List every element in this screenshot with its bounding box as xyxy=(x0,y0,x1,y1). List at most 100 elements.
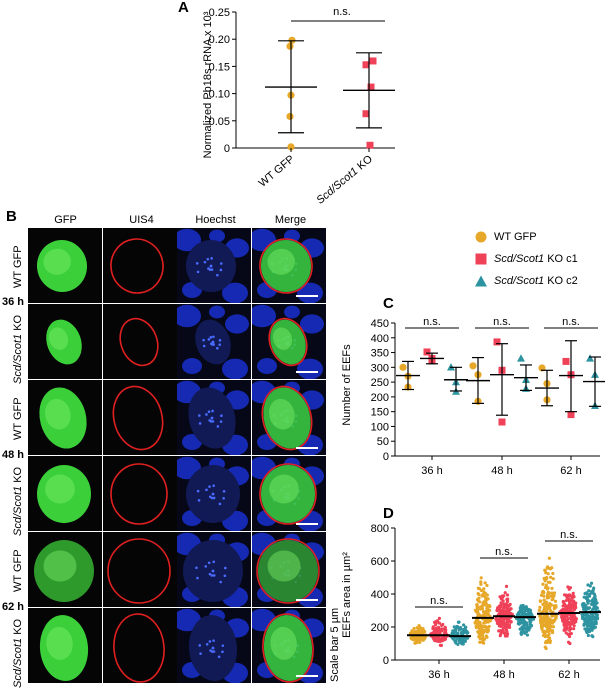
data-point xyxy=(539,593,544,597)
data-point xyxy=(554,614,558,618)
data-point xyxy=(519,609,524,613)
data-point xyxy=(593,625,597,629)
data-point xyxy=(462,629,467,633)
y-tick-label: 300 xyxy=(371,362,389,374)
dna-dot xyxy=(208,268,212,272)
data-point xyxy=(537,608,541,612)
uis4-membrane xyxy=(119,317,159,367)
dna-dot xyxy=(212,650,216,653)
row-label-4: Scd/Scot1 KO xyxy=(12,467,24,536)
data-point xyxy=(510,612,514,616)
significance-label: n.s. xyxy=(333,6,351,18)
data-point xyxy=(485,583,489,588)
row-label-1: WT GFP xyxy=(12,245,24,288)
data-point xyxy=(466,631,470,635)
data-point xyxy=(450,632,454,636)
data-point xyxy=(517,354,525,362)
data-point xyxy=(539,622,543,626)
data-point xyxy=(463,639,467,643)
beeswarm-group xyxy=(537,556,558,651)
data-point xyxy=(362,110,370,118)
y-tick-label: 0 xyxy=(383,655,389,667)
data-point xyxy=(458,640,462,644)
nucleus-blob xyxy=(300,314,324,334)
significance-label: n.s. xyxy=(560,529,578,541)
uis4-membrane xyxy=(262,613,314,683)
data-point xyxy=(482,621,486,625)
data-point xyxy=(523,610,527,614)
beeswarm-group xyxy=(558,585,579,646)
beeswarm-group xyxy=(515,603,536,637)
data-point xyxy=(561,600,566,604)
data-point xyxy=(521,627,525,631)
data-point xyxy=(551,571,555,576)
data-point xyxy=(443,626,447,630)
data-point xyxy=(460,640,465,645)
data-point xyxy=(504,602,508,606)
column-header-uis4: UIS4 xyxy=(129,214,154,226)
y-tick-label: 400 xyxy=(371,589,389,601)
data-point xyxy=(547,622,552,626)
data-point xyxy=(459,631,464,635)
error-bar xyxy=(396,360,420,391)
beeswarm-group xyxy=(449,620,470,647)
x-tick-label: WT GFP xyxy=(257,153,297,190)
dna-dot xyxy=(207,338,211,341)
data-point xyxy=(437,635,441,640)
micrograph-row5-col1 xyxy=(28,532,102,607)
data-point xyxy=(542,598,546,602)
error-bar xyxy=(420,352,444,365)
data-point xyxy=(538,605,542,610)
legend-label-c2-italic: Scd/Scot1 xyxy=(494,275,545,287)
data-point xyxy=(595,613,599,617)
dna-dot xyxy=(210,416,214,420)
data-point xyxy=(369,57,377,65)
micrograph-row1-col2 xyxy=(103,228,177,303)
error-bar xyxy=(466,356,490,404)
y-tick-label: 50 xyxy=(377,436,389,448)
micrograph-row6-col1 xyxy=(28,608,102,683)
data-point xyxy=(548,602,552,606)
data-point xyxy=(564,604,569,608)
x-tick-label: 62 h xyxy=(558,669,579,681)
micrograph-row1-col4 xyxy=(252,228,326,303)
nucleus-blob xyxy=(177,304,201,328)
data-point xyxy=(528,618,532,622)
legend-item-wt: WT GFP xyxy=(474,230,537,244)
uis4-membrane xyxy=(110,463,168,525)
micrograph-background xyxy=(103,456,177,531)
nucleus-blob xyxy=(222,358,248,379)
data-point xyxy=(586,601,590,605)
data-point xyxy=(439,629,444,633)
dna-dot xyxy=(222,496,225,500)
data-point xyxy=(586,624,590,628)
dna-dot xyxy=(206,257,210,261)
data-point xyxy=(543,623,547,627)
micrograph-row2-col3 xyxy=(177,304,251,379)
data-point xyxy=(549,618,553,622)
x-tick-label: 36 h xyxy=(428,669,449,681)
data-point xyxy=(550,586,554,590)
dna-dot xyxy=(217,655,221,659)
micrograph-row5-col2 xyxy=(103,532,177,607)
y-tick-label: 800 xyxy=(371,523,389,535)
gfp-highlight xyxy=(267,248,295,275)
data-point xyxy=(476,630,480,634)
data-point xyxy=(543,601,547,605)
data-point xyxy=(399,363,407,371)
data-point xyxy=(584,613,588,617)
row-label-rest: KO xyxy=(12,618,24,638)
data-point xyxy=(476,599,481,603)
dna-dot xyxy=(196,576,199,580)
data-point xyxy=(463,625,468,630)
data-point xyxy=(541,582,545,586)
micrograph-row1-col1 xyxy=(28,228,102,303)
data-point xyxy=(545,609,549,614)
data-point xyxy=(419,636,423,641)
data-point xyxy=(543,579,547,583)
dna-dot xyxy=(222,490,226,493)
data-point xyxy=(538,614,543,618)
data-point xyxy=(548,640,552,645)
data-point xyxy=(479,582,483,586)
dna-dot xyxy=(211,409,214,413)
